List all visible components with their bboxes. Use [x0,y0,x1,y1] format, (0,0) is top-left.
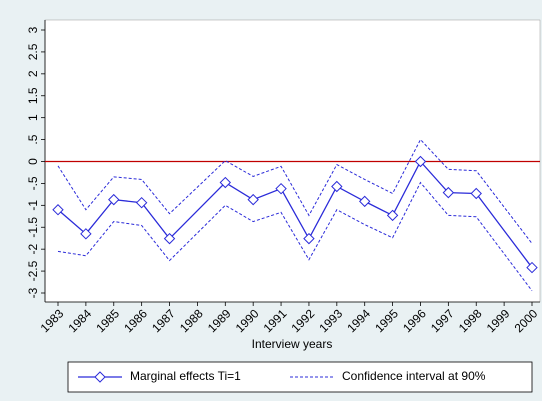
x-tick-label: 1995 [372,306,401,335]
marker [303,232,315,245]
y-tick-label: -3 [26,287,40,298]
marker [108,193,120,206]
marker [135,196,148,209]
marker [219,176,232,189]
marker [163,232,176,245]
x-tick-label: 1985 [93,306,122,335]
x-tick-label: 1990 [233,306,262,335]
x-tick-label: 1984 [65,306,94,335]
marker [52,204,64,216]
series-line [57,181,533,292]
marker [526,261,538,274]
marker [275,182,287,195]
x-tick-label: 1999 [484,306,513,335]
x-tick-label: 1993 [316,306,345,335]
y-tick-label: .5 [26,134,40,144]
y-tick-label: -2.5 [26,260,40,281]
series-line [57,160,533,268]
y-tick-label: 2 [26,70,40,77]
y-tick-label: -1.5 [26,217,40,238]
marker [386,209,399,222]
marker [358,195,371,208]
x-tick-label: 1988 [177,306,206,335]
x-tick-label: 1998 [456,306,485,335]
marker [80,228,92,240]
legend-label: Marginal effects Ti=1 [130,369,241,383]
marker [331,180,343,193]
y-tick-label: 3 [26,26,40,33]
marker [414,155,427,168]
marker [470,187,482,200]
y-tick-label: 1.5 [26,87,40,104]
x-tick-label: 1986 [121,306,150,335]
legend-label: Confidence interval at 90% [342,369,486,383]
marker [442,186,455,199]
y-tick-label: -2 [26,244,40,255]
x-tick-label: 1992 [289,306,318,335]
x-tick-label: 1996 [400,306,429,335]
y-tick-label: 2.5 [26,43,40,60]
x-tick-label: 1991 [261,306,290,335]
x-tick-label: 1989 [205,306,234,335]
marker [247,193,259,206]
y-tick-label: -1 [26,200,40,211]
y-tick-label: 0 [26,158,40,165]
x-tick-label: 1997 [428,306,457,335]
x-axis-title: Interview years [252,337,333,351]
x-tick-label: 1987 [149,306,178,335]
y-tick-label: 1 [26,114,40,121]
legend-marker [94,371,106,383]
x-tick-label: 1983 [38,306,67,335]
x-tick-label: 2000 [512,306,541,335]
x-tick-label: 1994 [344,306,373,335]
y-tick-label: -.5 [26,176,40,190]
